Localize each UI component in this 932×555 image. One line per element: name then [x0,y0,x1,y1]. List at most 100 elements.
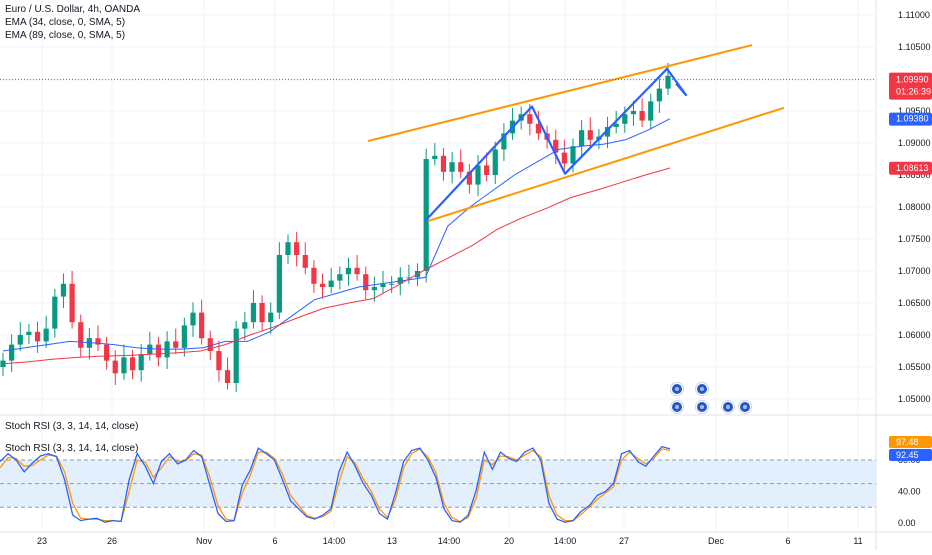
candle-body [0,360,6,367]
candle-body [138,354,144,371]
candle-body [43,328,49,342]
ema89-tag [889,161,932,175]
stoch-k-value: 92.45 [896,450,919,460]
zigzag-pattern [424,67,688,222]
candle-body [579,130,585,147]
time-tick-label: 14:00 [323,536,346,546]
candle-body [613,123,619,127]
candle-body [147,344,153,355]
candle-body [52,296,58,329]
candle-body [34,331,41,342]
time-tick-label: 6 [272,536,277,546]
candle-body [17,335,23,345]
stoch-rsi-title: Stoch RSI (3, 3, 14, 14, close) [5,421,139,432]
ema34-value-label: 1.09380 [896,114,929,124]
price-tick-label: 1.05500 [898,362,931,372]
chart-title: Euro / U.S. Dollar, 4h, OANDA [5,4,141,15]
candle-body [233,328,239,383]
stoch-d-value: 97.48 [896,437,919,447]
candle-body [535,123,542,134]
rsi-tick-label: 40.00 [898,486,921,496]
candle-body [570,146,576,164]
candle-body [363,274,369,291]
candle-body [440,155,447,172]
event-icon-dot [675,405,679,409]
candle-body [250,303,257,323]
price-tick-label: 1.08500 [898,170,931,180]
candle-body [311,267,317,284]
candle-body [432,155,438,159]
event-flag-icon [738,400,752,414]
event-icon-dot [700,405,704,409]
ema89-line [2,167,671,365]
candle-body [104,344,110,361]
candle-body [224,370,231,383]
last-price-label: 1.09990 [896,75,929,85]
price-tick-label: 1.10500 [898,42,931,52]
candle-body [216,351,222,371]
candle-body [69,283,75,323]
candle-body [302,255,308,268]
time-tick-label: 14:00 [554,536,577,546]
candle-body [656,88,662,102]
candle-body [553,139,559,153]
price-tick-label: 1.08000 [898,202,931,212]
candle-body [345,267,352,275]
last-price-tag [889,72,932,100]
time-tick-label: Nov [196,536,213,546]
candle-body [371,287,377,291]
candle-body [389,283,395,285]
candle-body [449,162,455,172]
ema89-legend: EMA (89, close, 0, SMA, 5) [5,30,126,41]
event-flag-icon [670,400,684,414]
candle-body [466,171,472,185]
stoch-k-tag [889,449,932,461]
time-tick-label: 6 [785,536,790,546]
candle-body [173,341,179,348]
candle-body [78,322,84,348]
candle-body [527,114,533,124]
event-flag-icon [695,400,709,414]
candle-body [406,277,412,279]
candle-body [155,344,162,358]
candle-body [26,331,32,335]
time-tick-label: 20 [504,536,514,546]
candle-body [319,283,326,287]
candle-body [354,267,360,275]
candle-body [561,152,567,164]
candle-body [484,165,490,175]
price-tick-label: 1.11000 [898,10,930,20]
price-tick-label: 1.06500 [898,298,931,308]
price-tick-label: 1.05000 [898,394,931,404]
candle-body [622,114,628,124]
candle-body [9,344,15,361]
event-icon-dot [675,387,679,391]
candle-body [60,283,67,297]
price-tick-label: 1.09500 [898,106,931,116]
candle-body [587,130,593,140]
candle-body [665,75,671,89]
candle-body [328,280,334,287]
stoch-d-tag [889,436,932,448]
event-icon-dot [700,387,704,391]
candle-body [276,255,282,313]
event-flag-icon [670,382,684,396]
price-tick-label: 1.06000 [898,330,931,340]
candle-body [501,133,507,150]
candle-body [129,357,136,371]
time-tick-label: 23 [37,536,47,546]
candle-body [259,303,265,323]
ema34-line [2,118,671,352]
event-icon-dot [726,405,730,409]
candle-body [190,312,196,326]
time-tick-label: Dec [708,536,725,546]
candle-body [604,127,611,137]
time-tick-label: 11 [853,536,862,546]
candle-body [475,165,481,185]
ema89-value-label: 1.08613 [896,163,929,173]
event-icon-dot [743,405,747,409]
channel-lower-line [427,106,785,223]
